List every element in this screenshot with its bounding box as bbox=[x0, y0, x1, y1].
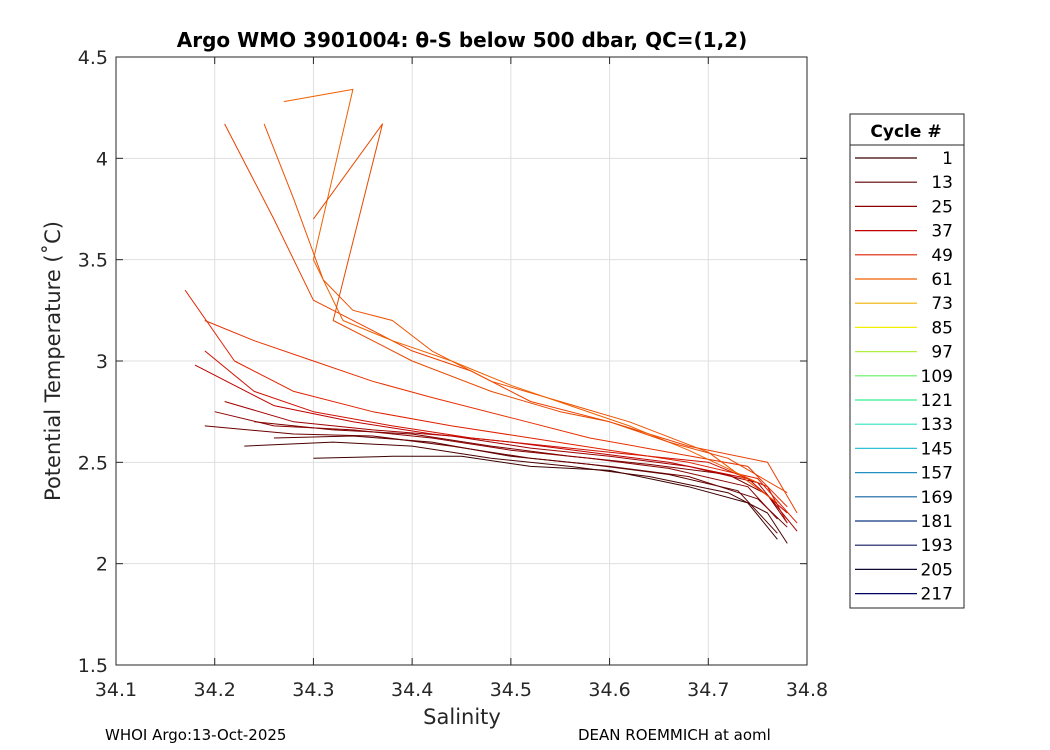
x-tick-label: 34.3 bbox=[292, 679, 334, 701]
x-axis-label: Salinity bbox=[423, 705, 501, 729]
legend-label: 25 bbox=[931, 197, 953, 217]
x-axis-ticks: 34.1 34.2 34.3 34.4 34.5 34.6 34.7 34.8 bbox=[95, 57, 828, 701]
legend-label: 61 bbox=[931, 270, 953, 290]
x-tick-label: 34.5 bbox=[490, 679, 532, 701]
series-line-cycle-54 bbox=[204, 320, 788, 508]
y-tick-label: 3 bbox=[96, 351, 108, 373]
legend-label: 121 bbox=[921, 391, 953, 411]
data-series bbox=[184, 88, 798, 544]
series-line-cycle-64 bbox=[283, 88, 758, 484]
series-line-cycle-37 bbox=[194, 364, 788, 514]
y-axis-label: Potential Temperature (˚C) bbox=[41, 221, 65, 501]
x-tick-label: 34.8 bbox=[786, 679, 828, 701]
legend-label: 169 bbox=[921, 488, 953, 508]
legend-label: 13 bbox=[931, 173, 953, 193]
footer-left: WHOI Argo:13-Oct-2025 bbox=[105, 726, 287, 744]
grid bbox=[115, 56, 808, 666]
legend-label: 97 bbox=[931, 343, 953, 363]
legend: Cycle # 1 13 25 37 49 61 73 85 97 109 121 133 145 157… bbox=[849, 113, 965, 609]
series-line-cycle-4 bbox=[244, 441, 788, 544]
y-axis-ticks: 1.5 2 2.5 3 3.5 4 4.5 bbox=[78, 47, 807, 677]
legend-label: 85 bbox=[931, 318, 953, 338]
series-line-cycle-66 bbox=[312, 123, 788, 494]
legend-label: 1 bbox=[942, 149, 953, 169]
legend-title: Cycle # bbox=[870, 122, 941, 142]
legend-label: 37 bbox=[931, 222, 953, 242]
y-tick-label: 2.5 bbox=[78, 452, 108, 474]
legend-label: 193 bbox=[921, 536, 953, 556]
series-line-cycle-61 bbox=[263, 123, 778, 504]
legend-items: 1 13 25 37 49 61 73 85 97 109 121 133 145 157 169 181 19… bbox=[855, 149, 953, 605]
legend-label: 157 bbox=[921, 464, 953, 484]
chart-title: Argo WMO 3901004: θ-S below 500 dbar, QC… bbox=[177, 28, 747, 52]
y-tick-label: 4 bbox=[96, 148, 108, 170]
x-tick-label: 34.4 bbox=[391, 679, 433, 701]
series-line-cycle-1 bbox=[313, 455, 778, 540]
series-line-cycle-30 bbox=[224, 401, 798, 532]
legend-label: 217 bbox=[921, 585, 953, 605]
legend-box bbox=[849, 113, 965, 609]
y-tick-label: 1.5 bbox=[78, 655, 108, 677]
series-line-cycle-42 bbox=[204, 350, 788, 524]
footer-right: DEAN ROEMMICH at aoml bbox=[578, 726, 771, 744]
series-line-cycle-49 bbox=[184, 289, 798, 524]
legend-label: 205 bbox=[921, 560, 953, 580]
y-tick-label: 4.5 bbox=[78, 47, 108, 69]
x-tick-label: 34.6 bbox=[588, 679, 630, 701]
legend-label: 181 bbox=[921, 512, 953, 532]
legend-label: 133 bbox=[921, 415, 953, 435]
x-tick-label: 34.2 bbox=[194, 679, 236, 701]
x-tick-label: 34.1 bbox=[95, 679, 137, 701]
series-line-cycle-13 bbox=[204, 425, 788, 528]
series-line-cycle-25 bbox=[214, 411, 778, 520]
x-tick-label: 34.7 bbox=[687, 679, 729, 701]
legend-label: 145 bbox=[921, 439, 953, 459]
y-tick-label: 2 bbox=[96, 554, 108, 576]
legend-label: 49 bbox=[931, 246, 953, 266]
legend-label: 109 bbox=[921, 367, 953, 387]
legend-label: 73 bbox=[931, 294, 953, 314]
y-tick-label: 3.5 bbox=[78, 250, 108, 272]
